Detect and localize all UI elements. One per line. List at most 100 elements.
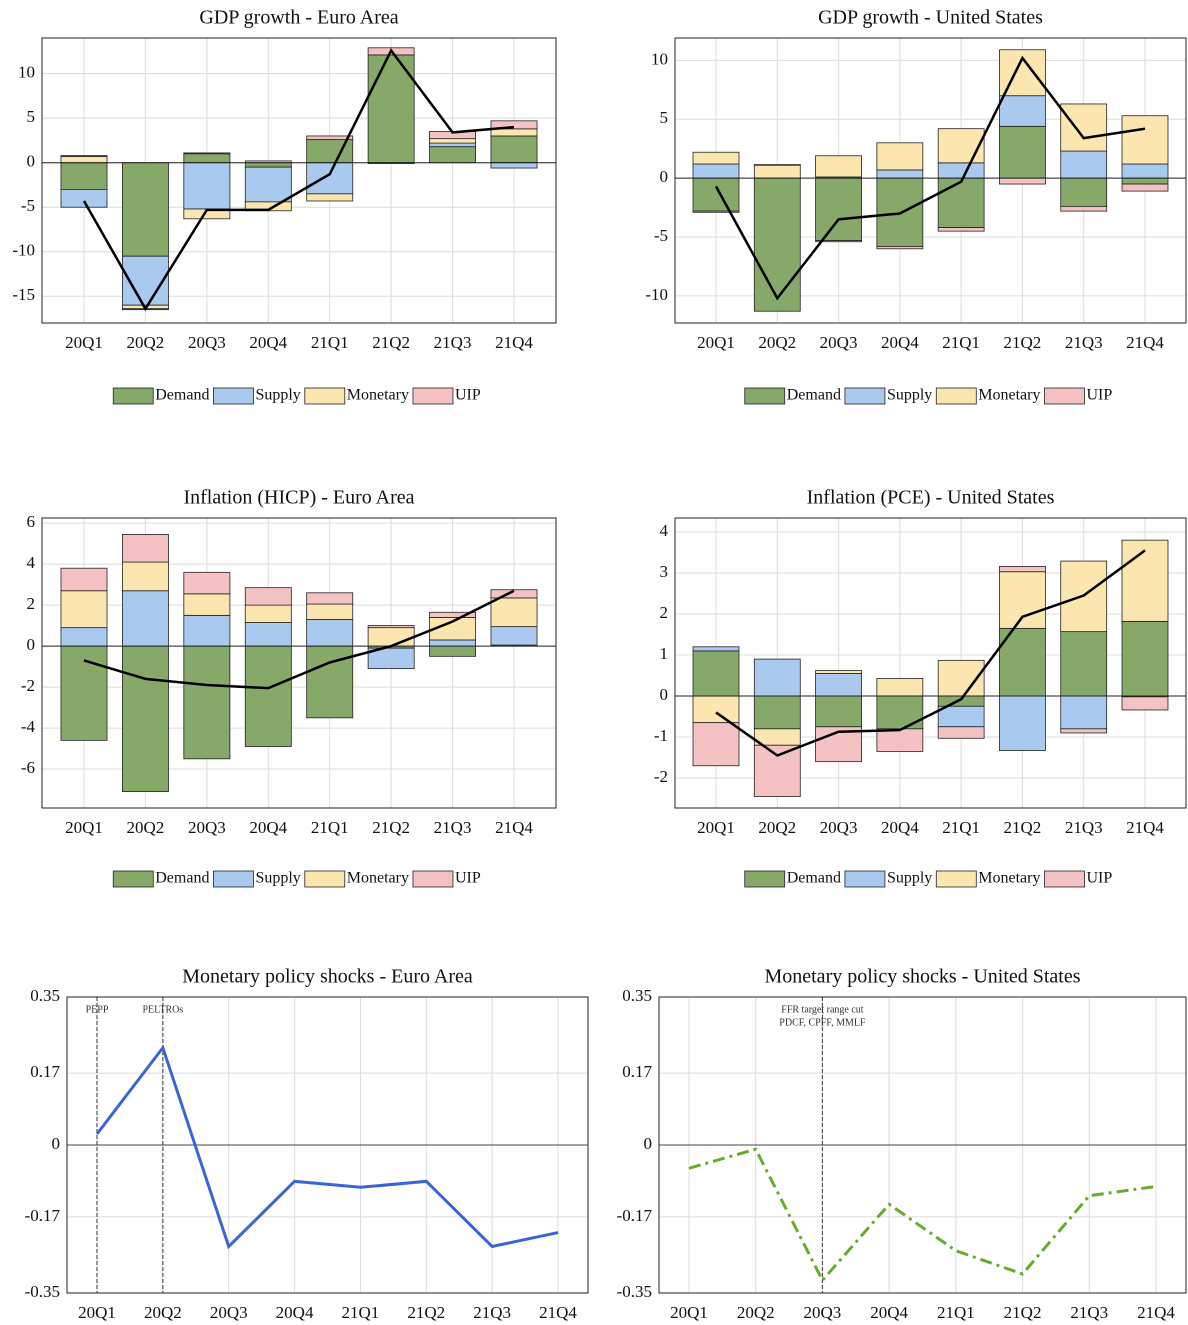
bar-segment	[306, 592, 354, 605]
bar-segment	[815, 155, 862, 178]
y-tick-label: -5	[21, 196, 35, 215]
x-tick-label: 21Q3	[434, 818, 472, 837]
bar-segment	[306, 135, 354, 140]
bar-segment	[753, 658, 801, 697]
x-tick-label: 20Q1	[697, 818, 735, 837]
x-tick-label: 20Q4	[881, 818, 919, 837]
legend-label: Supply	[255, 870, 300, 887]
series-line	[95, 1044, 559, 1250]
chart-title: Monetary policy shocks - United States	[764, 966, 1080, 988]
bar-segment	[937, 705, 985, 728]
chart-title: Inflation (PCE) - United States	[807, 487, 1055, 509]
bar-segment	[876, 677, 924, 697]
bar-segment	[367, 647, 415, 670]
bar-segment	[692, 722, 740, 767]
x-tick-label: 20Q1	[697, 333, 735, 352]
bar-segment	[183, 571, 231, 595]
bar-segment	[429, 142, 477, 148]
bar-segment	[183, 593, 231, 616]
y-tick-label: -6	[21, 758, 35, 777]
chart-title: GDP growth - Euro Area	[199, 7, 398, 29]
plot-border	[41, 37, 557, 324]
legend-label: Demand	[787, 870, 841, 887]
y-tick-label: -4	[21, 717, 36, 736]
x-tick-label: 20Q3	[210, 1303, 248, 1322]
bar-segment	[876, 142, 924, 171]
total-line	[83, 589, 515, 690]
plot-border	[658, 996, 1187, 1294]
bar-segment	[367, 627, 415, 647]
x-tick-label: 20Q1	[670, 1303, 708, 1322]
bar-segment	[1121, 163, 1169, 179]
bar-segment	[306, 645, 354, 719]
bar-segment	[1121, 177, 1169, 185]
x-tick-label: 20Q4	[249, 333, 287, 352]
x-tick-label: 21Q1	[942, 333, 980, 352]
y-tick-label: 0.17	[622, 1062, 652, 1081]
bar-segment	[1060, 177, 1108, 207]
bar-segment	[183, 645, 231, 760]
bar-segment	[876, 728, 924, 752]
panel: Inflation (HICP) - Euro Area -6 -4 -2 0 2 4 6 20…	[21, 487, 557, 888]
bar-segment	[121, 561, 169, 592]
bar-segment	[60, 627, 108, 647]
y-tick-label: -0.35	[617, 1282, 652, 1301]
y-tick-label: -15	[12, 285, 35, 304]
bar-segment	[490, 135, 538, 164]
legend-swatch	[744, 870, 786, 888]
x-tick-label: 21Q3	[1070, 1303, 1108, 1322]
bar-segment	[306, 619, 354, 647]
x-tick-label: 21Q1	[311, 818, 349, 837]
legend-swatch	[935, 387, 977, 405]
y-tick-label: -2	[654, 767, 668, 786]
panel: GDP growth - Euro Area -15 -10 -5 0 5 10 20Q1 20…	[12, 7, 557, 405]
bar-segment	[692, 646, 740, 652]
legend-label: Supply	[887, 387, 932, 404]
x-tick-label: 20Q3	[188, 333, 226, 352]
x-tick-label: 21Q1	[937, 1303, 975, 1322]
x-tick-label: 21Q4	[1126, 818, 1164, 837]
x-tick-label: 21Q2	[1004, 333, 1042, 352]
bar-segment	[815, 670, 862, 674]
bar-segment	[692, 163, 740, 179]
y-tick-label: 0.35	[622, 986, 652, 1005]
bar-segment	[244, 604, 292, 623]
bar-segment	[876, 169, 924, 179]
legend-label: Monetary	[978, 387, 1040, 404]
plot-border	[674, 517, 1187, 809]
bar-segment	[429, 611, 477, 618]
y-tick-label: 4	[660, 521, 669, 540]
x-tick-label: 20Q1	[78, 1303, 116, 1322]
chart-title: Monetary policy shocks - Euro Area	[182, 966, 473, 988]
x-tick-label: 20Q1	[65, 818, 103, 837]
y-tick-label: -5	[654, 226, 668, 245]
x-tick-label: 20Q2	[127, 333, 165, 352]
x-tick-label: 20Q2	[144, 1303, 182, 1322]
plot-area	[675, 38, 1186, 323]
bar-segment	[244, 162, 292, 168]
bar-segment	[692, 650, 740, 697]
chart-title: Inflation (HICP) - Euro Area	[183, 487, 414, 509]
y-tick-label: 3	[660, 562, 669, 581]
bar-segment	[60, 590, 108, 629]
legend-label: Supply	[255, 387, 300, 404]
bar-segment	[60, 156, 108, 164]
bar-segment	[999, 571, 1046, 629]
bar-segment	[999, 177, 1046, 185]
total-line	[714, 55, 1146, 301]
x-tick-label: 21Q3	[473, 1303, 511, 1322]
y-tick-label: 0	[52, 1134, 61, 1153]
bar-segment	[937, 128, 985, 164]
x-tick-label: 20Q3	[820, 818, 858, 837]
bar-segment	[876, 246, 924, 250]
bar-segment	[244, 587, 292, 606]
bar-segment	[1060, 150, 1108, 179]
bar-segment	[60, 155, 108, 157]
legend-swatch	[304, 387, 346, 405]
legend-swatch	[1044, 387, 1085, 405]
y-tick-label: 10	[18, 63, 35, 82]
x-tick-label: 20Q3	[804, 1303, 842, 1322]
bar-segment	[244, 622, 292, 647]
event-label: PDCF, CPFF, MMLF	[779, 1017, 866, 1028]
